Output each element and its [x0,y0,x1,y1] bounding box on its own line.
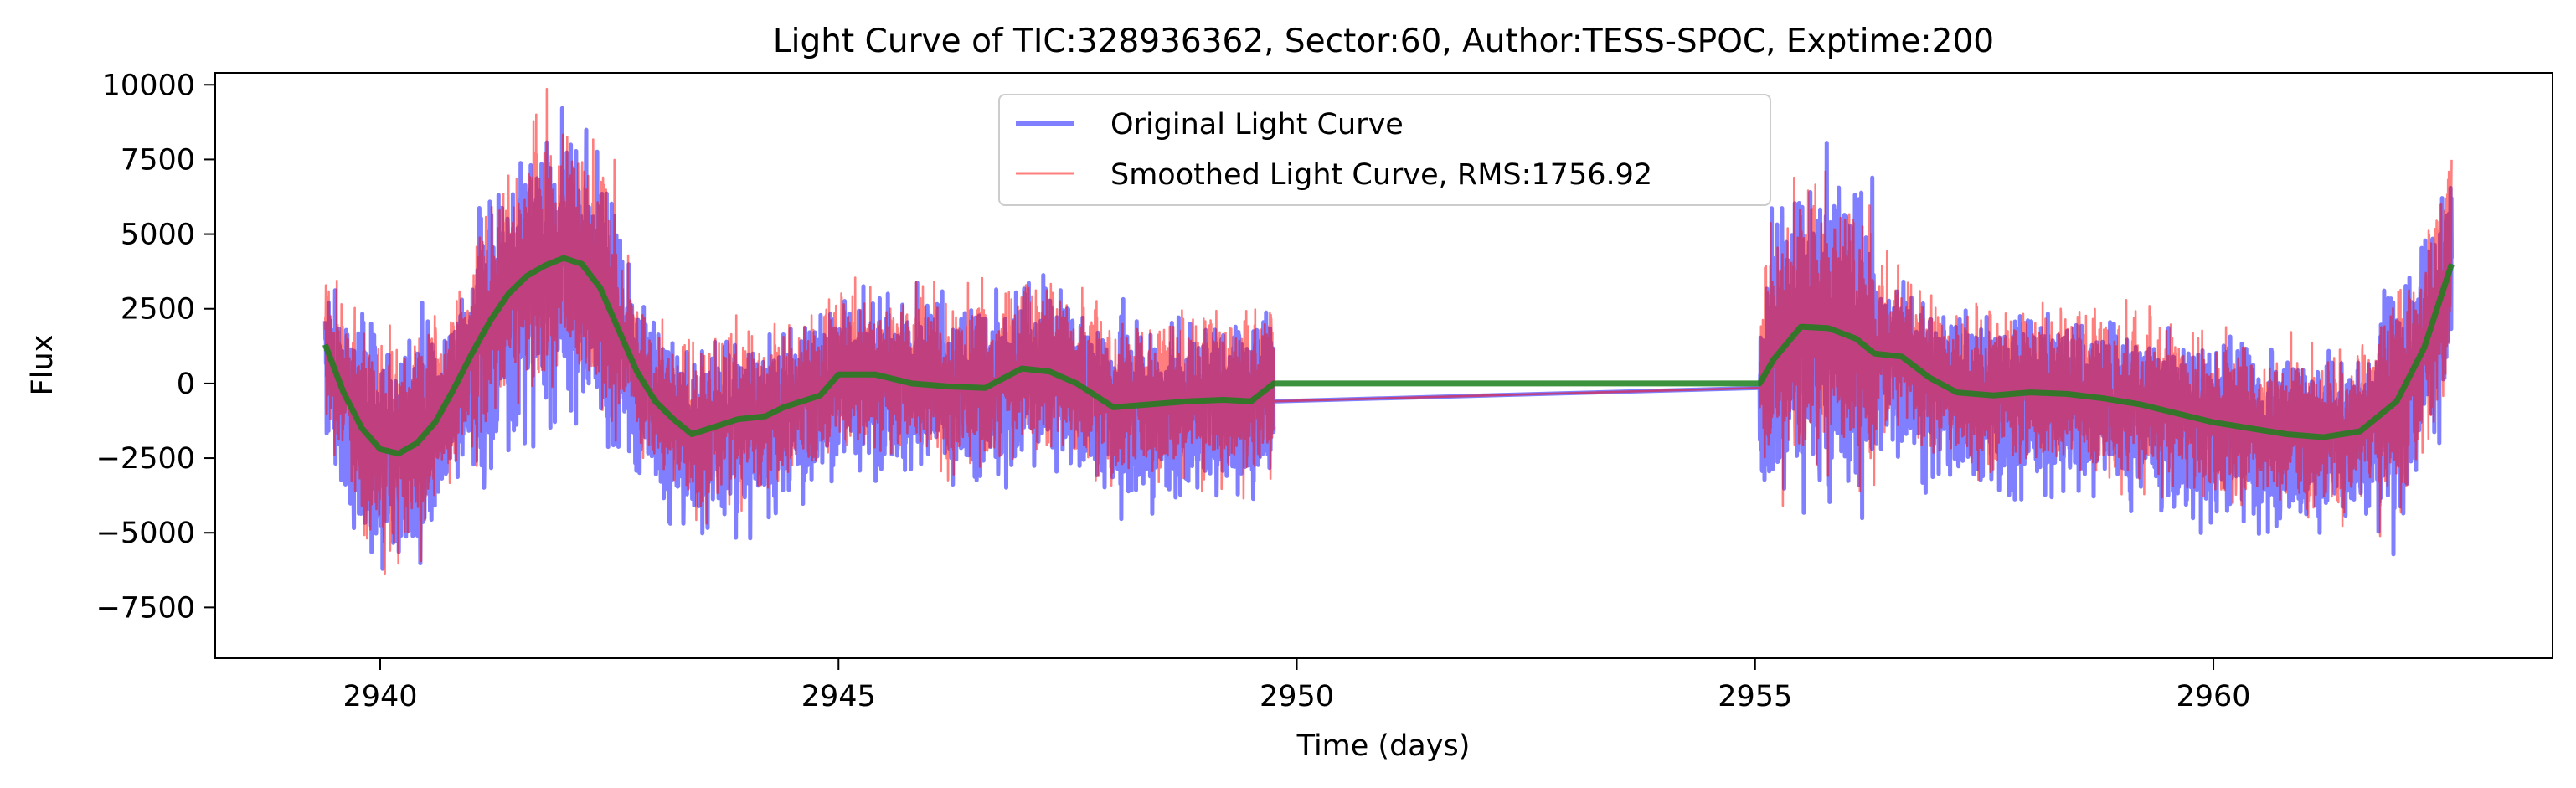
x-tick-label: 2955 [1718,680,1792,713]
x-axis: 2940 2945 2950 2955 2960 [343,658,2251,713]
x-tick-label: 2950 [1260,680,1334,713]
y-axis: −7500 −5000 −2500 0 2500 5000 7500 10000 [96,69,215,625]
y-tick-label: 2500 [121,293,195,327]
y-tick-label: −2500 [96,442,195,476]
y-tick-label: −5000 [96,517,195,550]
y-tick-label: 7500 [121,143,195,177]
smoothed-light-curve-line [324,87,2453,576]
x-tick-label: 2945 [801,680,876,713]
x-axis-label: Time (days) [1296,729,1471,763]
chart-title: Light Curve of TIC:328936362, Sector:60,… [773,23,1994,60]
x-tick-label: 2940 [343,680,417,713]
y-tick-label: 0 [177,368,195,401]
legend: Original Light Curve Smoothed Light Curv… [998,94,1771,206]
y-tick-label: −7500 [96,591,195,625]
y-axis-label: Flux [26,335,59,396]
y-tick-label: 10000 [102,69,195,102]
series-layer [322,87,2455,576]
axes-frame [214,72,2553,659]
trend-line [322,255,2455,457]
legend-box [998,94,1771,206]
y-tick-label: 5000 [121,219,195,252]
legend-label-smoothed: Smoothed Light Curve, RMS:1756.92 [1110,158,1652,192]
legend-label-original: Original Light Curve [1110,108,1404,142]
x-tick-label: 2960 [2176,680,2250,713]
